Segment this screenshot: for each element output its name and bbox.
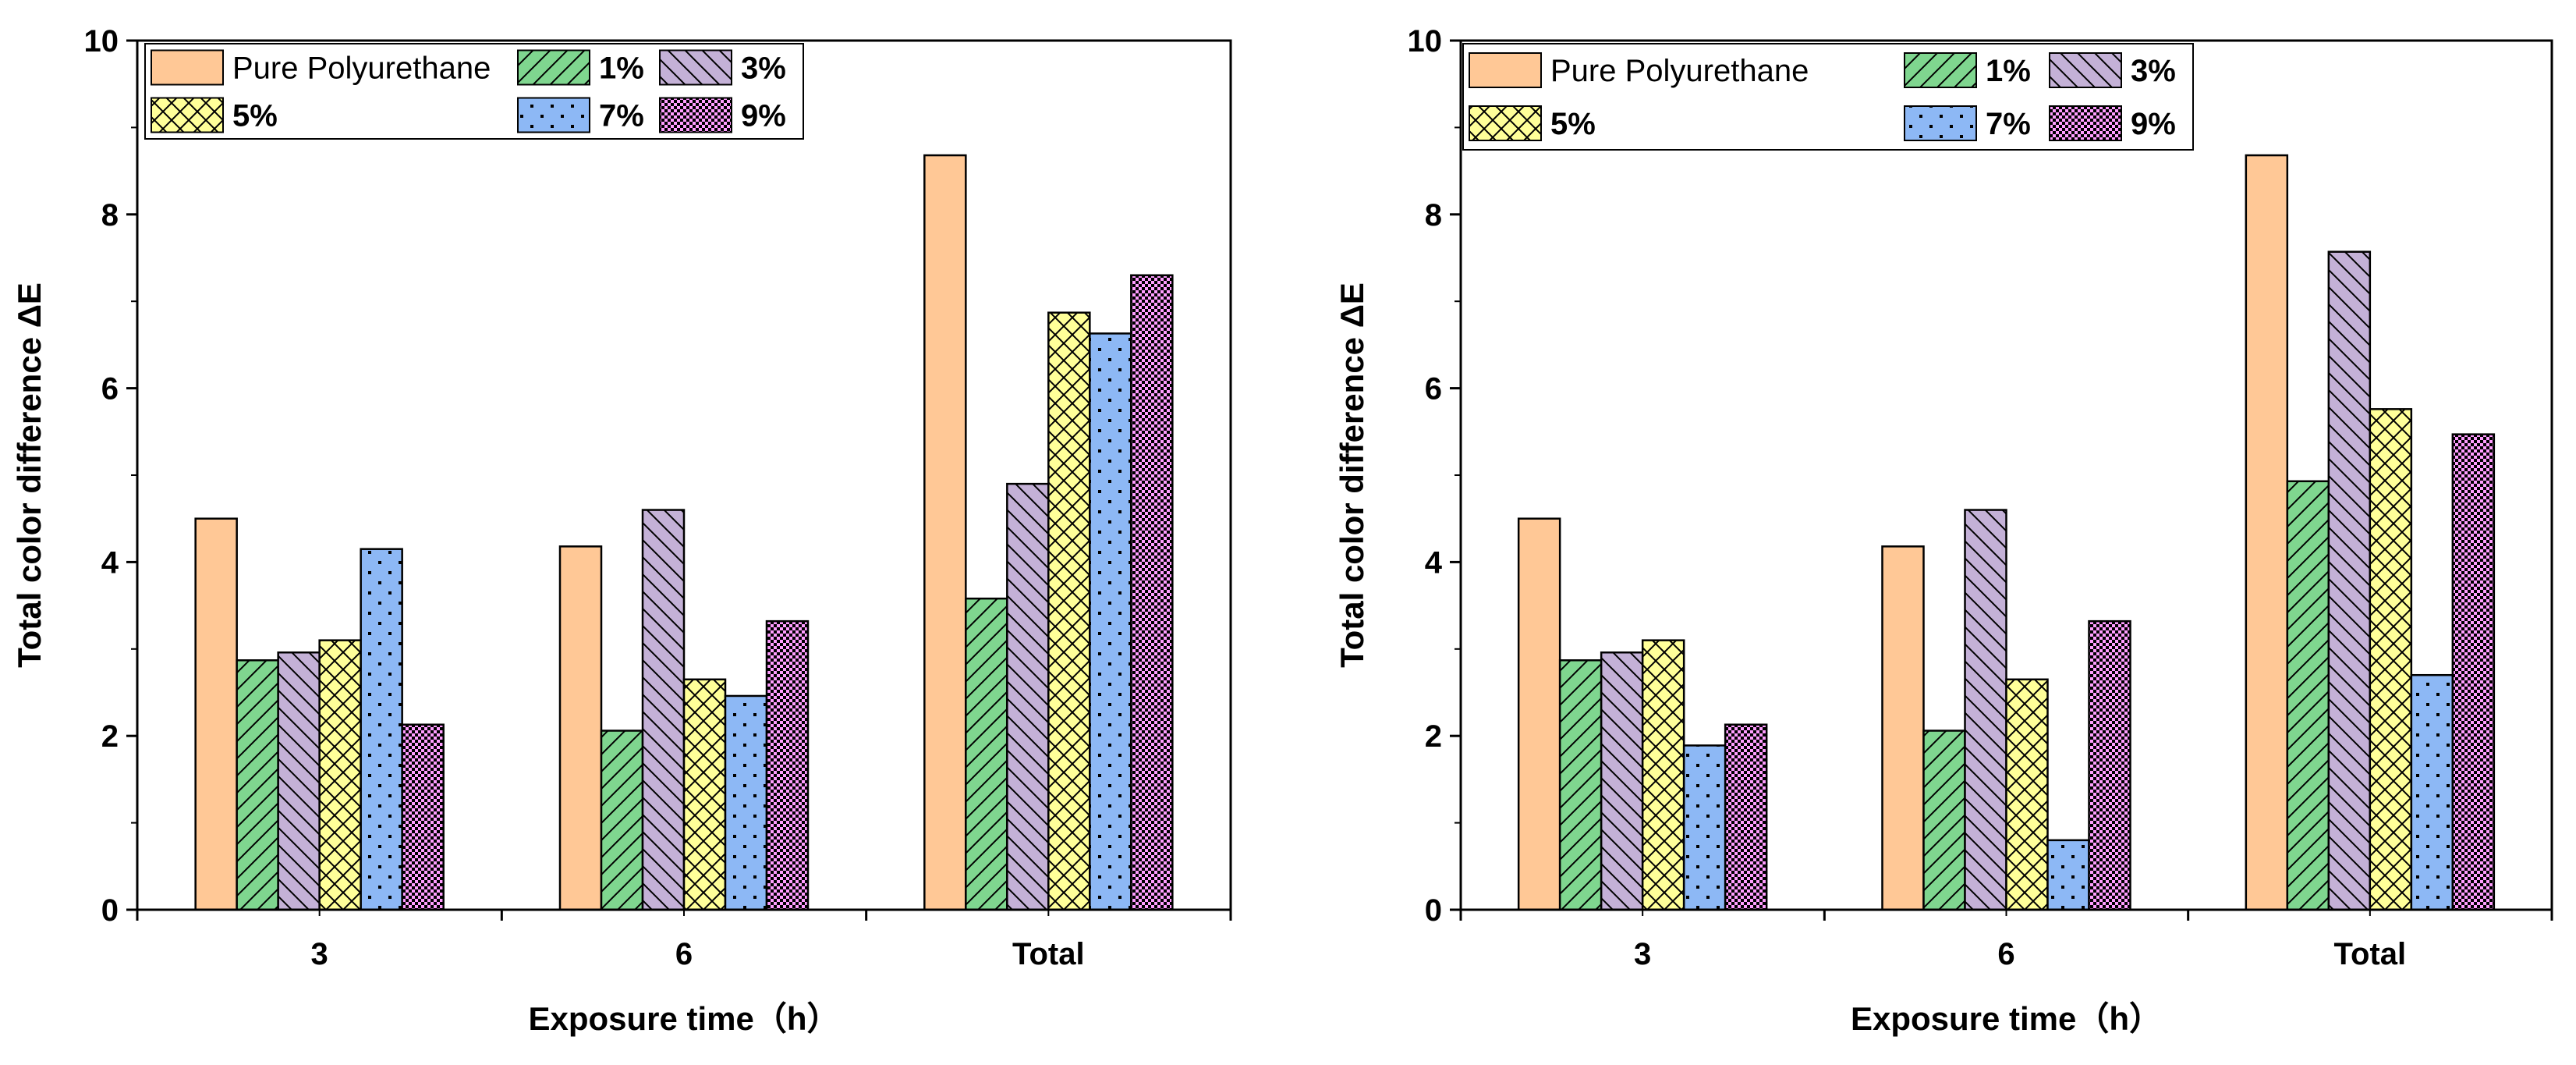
y-tick-label: 6 — [1425, 372, 1442, 406]
legend-swatch — [2049, 105, 2122, 141]
legend-swatch — [659, 97, 732, 133]
bar-3--total — [2327, 250, 2372, 911]
legend-label: Pure Polyurethane — [232, 51, 491, 86]
bar-5--total — [2369, 408, 2413, 911]
y-tick-label: 8 — [1425, 198, 1442, 233]
y-tick-label: 2 — [101, 719, 119, 754]
y-tick-label: 10 — [1408, 24, 1443, 59]
bar-5--6 — [2005, 678, 2049, 911]
legend-swatch — [2049, 52, 2122, 88]
x-tick-label: 3 — [1634, 937, 1651, 971]
y-axis-title: Total color difference ΔE — [1334, 282, 1370, 668]
x-tick-label: Total — [1012, 937, 1085, 971]
legend-swatch — [659, 49, 732, 86]
legend-label: 9% — [2131, 107, 2176, 141]
legend-swatch — [151, 49, 224, 86]
chart-panel-2: 0 2 4 6 8 10 3 6 Total Exposure time（h） Total colo… — [1334, 24, 2553, 1037]
legend-swatch — [1469, 52, 1542, 88]
bar-3--6 — [641, 509, 686, 911]
y-tick-label: 0 — [101, 893, 119, 928]
legend-label: Pure Polyurethane — [1550, 54, 1809, 88]
x-tick-label: 3 — [311, 937, 328, 971]
legend-label: 9% — [741, 99, 786, 133]
bar-pure-polyurethane-3 — [194, 517, 238, 911]
bar-9--total — [1130, 274, 1174, 911]
y-tick-label: 4 — [101, 545, 119, 580]
bar-1--6 — [600, 730, 644, 911]
bar-9--3 — [1724, 723, 1768, 911]
legend-label: 7% — [1986, 107, 2031, 141]
legend-label: 5% — [232, 99, 278, 133]
bar-7--total — [2410, 673, 2454, 911]
bar-pure-polyurethane-total — [2245, 154, 2289, 911]
y-tick-label: 6 — [101, 372, 119, 406]
legend-label: 1% — [599, 51, 644, 86]
x-tick-label: 6 — [675, 937, 693, 971]
y-tick-label: 10 — [84, 24, 119, 59]
bar-9--6 — [2088, 619, 2131, 911]
legend-label: 7% — [599, 99, 644, 133]
legend-swatch — [517, 49, 590, 86]
bar-1--total — [965, 597, 1008, 911]
bar-7--6 — [2046, 839, 2090, 911]
bar-3--3 — [277, 651, 321, 911]
legend-swatch — [1904, 52, 1977, 88]
legend-swatch — [517, 97, 590, 133]
bar-7--3 — [1682, 744, 1727, 911]
bar-pure-polyurethane-3 — [1517, 517, 1561, 911]
bar-9--6 — [765, 619, 810, 911]
legend-swatch — [1469, 105, 1542, 141]
bar-1--3 — [1558, 659, 1603, 911]
bar-9--3 — [401, 723, 445, 911]
y-tick-label: 8 — [101, 198, 119, 233]
legend-label: 3% — [741, 51, 786, 86]
chart-panel-1: 0 2 4 6 8 10 3 6 Total Exposure time（h） Total colo… — [11, 24, 1232, 1037]
bar-5--3 — [1641, 639, 1685, 911]
bar-1--3 — [236, 659, 279, 911]
y-tick-label: 2 — [1425, 719, 1442, 754]
bar-7--total — [1089, 332, 1132, 911]
bar-3--3 — [1600, 651, 1644, 911]
legend: Pure Polyurethane 1% 3% 5% 7% 9% — [1462, 43, 2194, 151]
y-tick-label: 4 — [1425, 545, 1443, 580]
y-axis-title: Total color difference ΔE — [11, 282, 48, 668]
x-axis-title: Exposure time（h） — [528, 1000, 839, 1037]
bar-3--total — [1006, 482, 1050, 911]
bar-pure-polyurethane-6 — [1881, 545, 1925, 911]
bar-3--6 — [1964, 509, 2007, 911]
legend-swatch — [1904, 105, 1977, 141]
legend-label: 3% — [2131, 54, 2176, 88]
x-tick-label: Total — [2334, 937, 2407, 971]
bar-pure-polyurethane-total — [923, 154, 967, 911]
x-axis-title: Exposure time（h） — [1851, 1000, 2162, 1037]
bar-9--total — [2451, 433, 2496, 911]
bar-7--3 — [360, 548, 403, 911]
bar-7--6 — [724, 694, 768, 911]
bar-5--total — [1047, 311, 1091, 911]
bar-5--6 — [682, 678, 727, 911]
legend-label: 1% — [1986, 54, 2031, 88]
bar-pure-polyurethane-6 — [558, 545, 603, 911]
legend: Pure Polyurethane 1% 3% 5% 7% 9% — [144, 43, 804, 140]
bar-1--6 — [1922, 730, 1966, 911]
bar-1--total — [2286, 480, 2330, 911]
legend-swatch — [151, 97, 224, 133]
legend-label: 5% — [1550, 107, 1596, 141]
x-tick-label: 6 — [1997, 937, 2014, 971]
y-tick-label: 0 — [1425, 893, 1442, 928]
bar-5--3 — [318, 639, 362, 911]
